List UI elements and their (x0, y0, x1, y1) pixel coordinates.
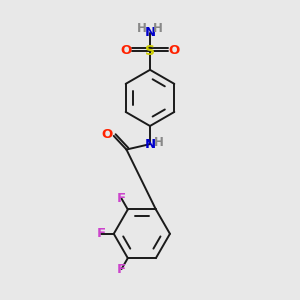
Text: O: O (102, 128, 113, 141)
Text: O: O (169, 44, 180, 57)
Text: H: H (154, 136, 164, 149)
Text: H: H (137, 22, 147, 34)
Text: N: N (144, 26, 156, 39)
Text: H: H (153, 22, 163, 34)
Text: F: F (97, 227, 106, 240)
Text: F: F (117, 262, 126, 276)
Text: O: O (120, 44, 131, 57)
Text: S: S (145, 44, 155, 58)
Text: N: N (144, 138, 156, 151)
Text: F: F (117, 192, 126, 205)
